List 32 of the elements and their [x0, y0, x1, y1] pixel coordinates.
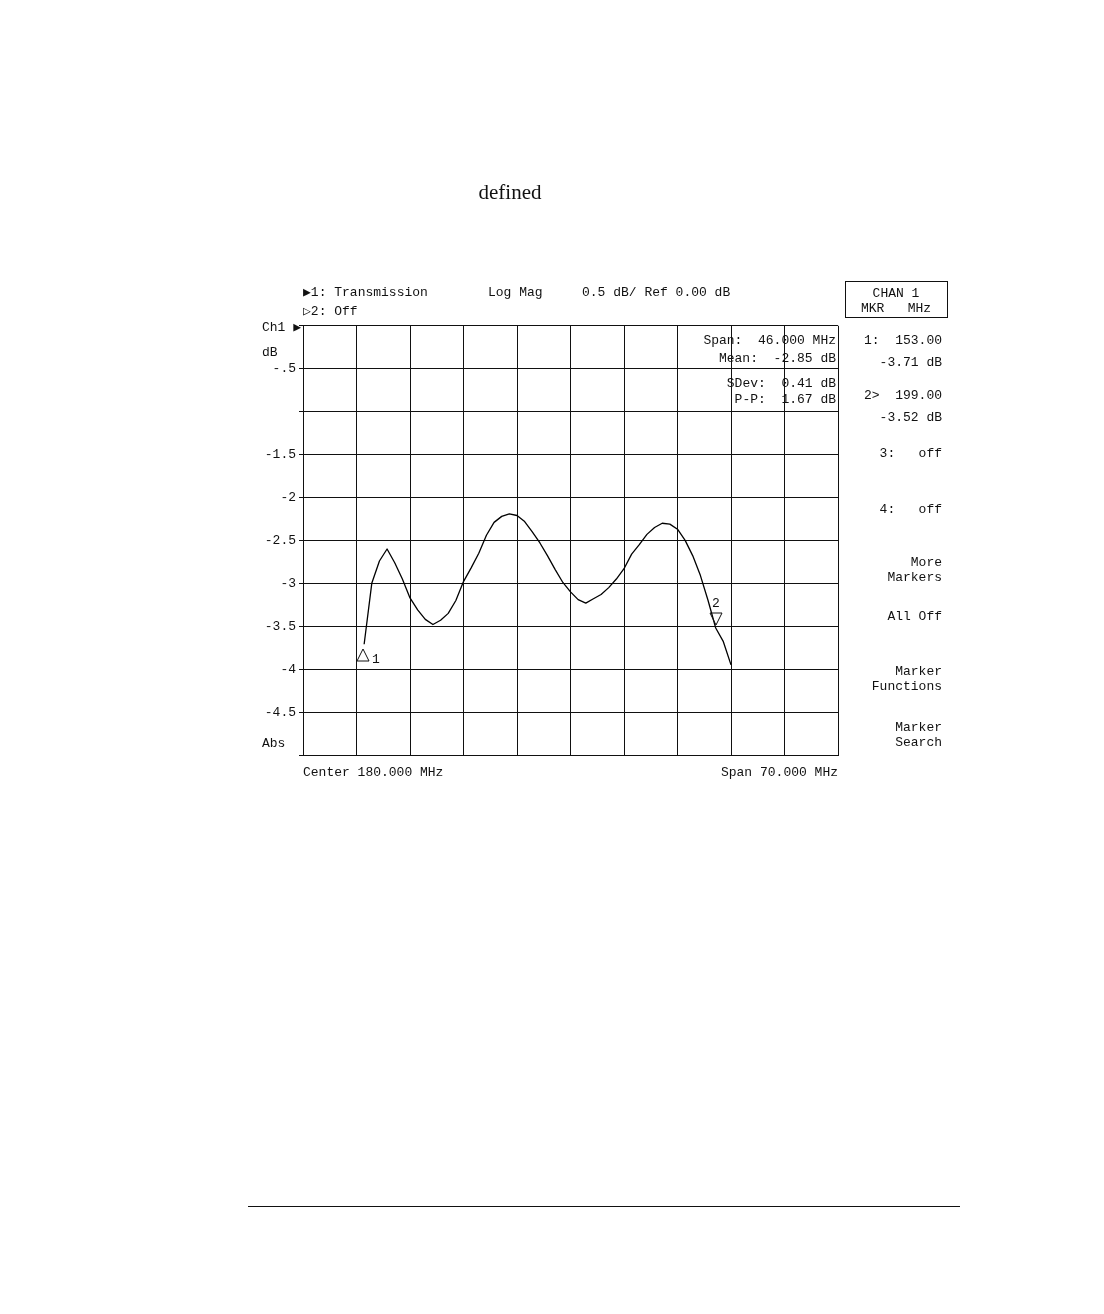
text: -3.71 dB: [878, 355, 942, 370]
text: MKR MHz: [859, 301, 933, 316]
text: 4: off: [878, 502, 942, 517]
text: 2> 199.00: [863, 388, 942, 403]
annotation: 1: [372, 652, 381, 667]
text: More Markers: [886, 555, 942, 585]
y-tick-label: -3.5: [264, 618, 296, 634]
text: Marker Functions: [870, 664, 942, 694]
text: Ch1 ▶: [262, 320, 302, 335]
text: Center 180.000 MHz: [303, 765, 445, 780]
text: -3.52 dB: [878, 410, 942, 425]
text: ▷2: Off: [303, 304, 359, 319]
text: 1: 153.00: [863, 333, 942, 348]
y-tick-label: -1.5: [264, 447, 296, 462]
y-tick-label: -2: [280, 489, 296, 505]
text: Abs: [262, 736, 287, 751]
y-tick-label: -4: [280, 661, 297, 677]
y-tick-label: -4.5: [264, 704, 296, 720]
text: Log Mag: [488, 285, 544, 300]
text: 3: off: [878, 446, 942, 461]
text: Marker Search: [894, 720, 942, 750]
y-tick-label: -3: [280, 575, 296, 591]
text: 0.5 dB/ Ref 0.00 dB: [582, 285, 732, 300]
y-tick-label: -.5: [272, 361, 296, 377]
y-tick-label: -2.5: [264, 532, 296, 548]
text: Span 70.000 MHz: [719, 765, 838, 780]
text: ▶1: Transmission: [303, 285, 429, 300]
text: defined: [477, 180, 543, 204]
text: CHAN 1: [871, 286, 921, 301]
y-axis-title: dB: [262, 345, 278, 360]
text: All Off: [886, 609, 942, 624]
annotation: 2: [711, 596, 721, 611]
